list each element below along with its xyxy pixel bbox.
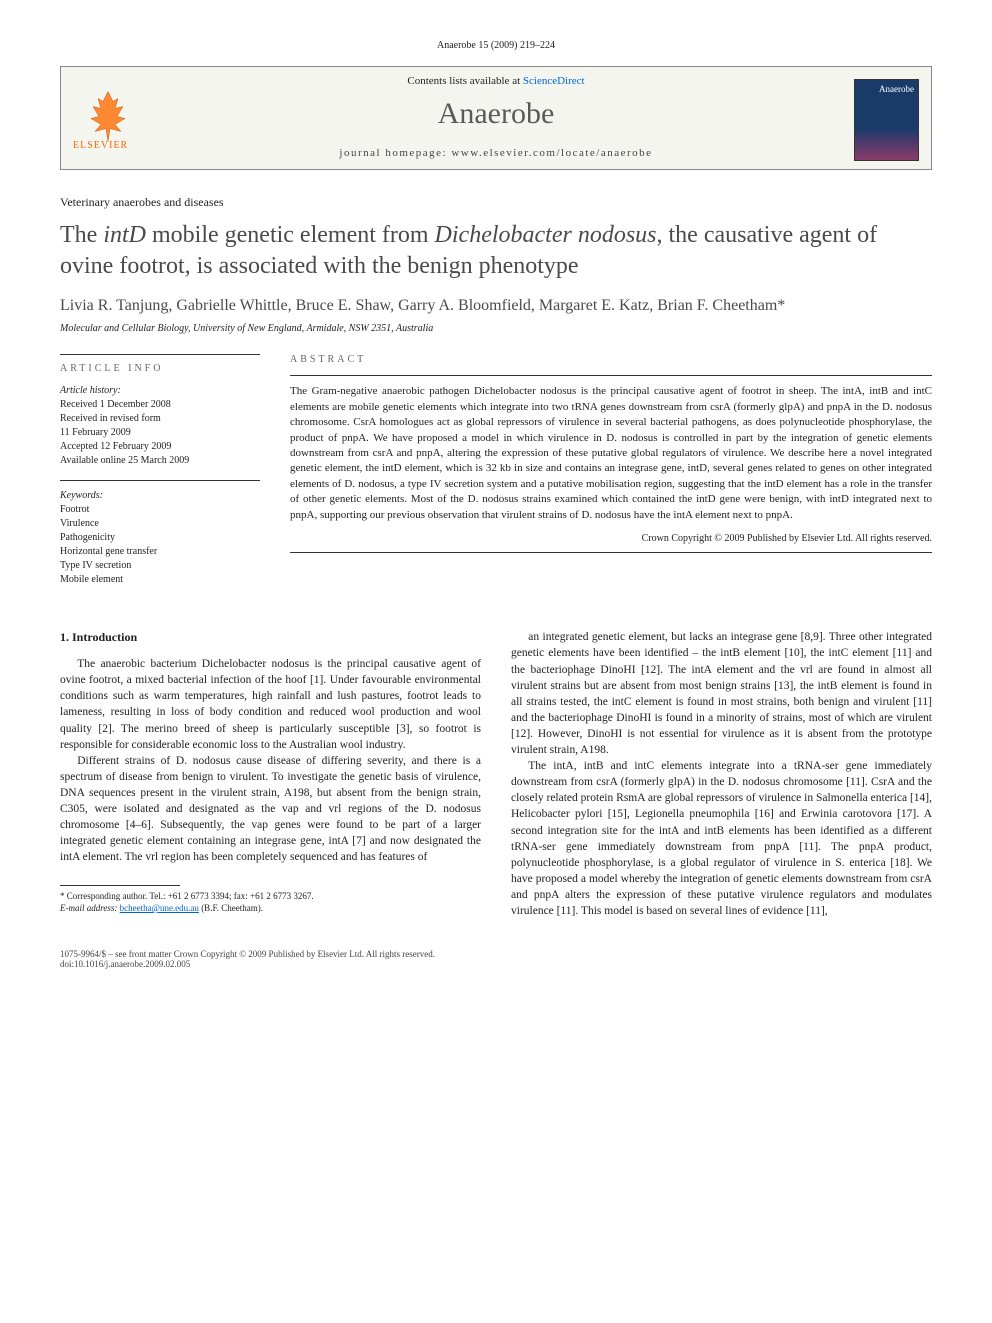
sciencedirect-link[interactable]: ScienceDirect (523, 75, 585, 87)
title-part-1: The (60, 222, 103, 248)
article-title: The intD mobile genetic element from Dic… (60, 220, 932, 282)
corresponding-author-footnote: * Corresponding author. Tel.: +61 2 6773… (60, 891, 481, 914)
revised-label: Received in revised form (60, 412, 260, 426)
email-suffix: (B.F. Cheetham). (199, 903, 263, 913)
title-part-2: mobile genetic element from (146, 222, 435, 248)
article-history: Article history: Received 1 December 200… (60, 384, 260, 468)
journal-homepage: journal homepage: www.elsevier.com/locat… (61, 141, 931, 169)
keyword: Type IV secretion (60, 559, 260, 573)
affiliation: Molecular and Cellular Biology, Universi… (60, 323, 932, 334)
info-abstract-row: ARTICLE INFO Article history: Received 1… (60, 354, 932, 599)
keyword: Footrot (60, 503, 260, 517)
email-label: E-mail address: (60, 903, 120, 913)
article-info-label: ARTICLE INFO (60, 354, 260, 374)
abstract-text: The Gram-negative anaerobic pathogen Dic… (290, 375, 932, 523)
footer-copyright: 1075-9964/$ – see front matter Crown Cop… (60, 949, 932, 959)
keywords-label: Keywords: (60, 489, 260, 503)
revised-date: 11 February 2009 (60, 426, 260, 440)
keywords-block: Keywords: Footrot Virulence Pathogenicit… (60, 489, 260, 587)
online-date: Available online 25 March 2009 (60, 454, 260, 468)
corr-author-line: * Corresponding author. Tel.: +61 2 6773… (60, 891, 481, 903)
accepted-date: Accepted 12 February 2009 (60, 440, 260, 454)
contents-prefix: Contents lists available at (407, 75, 522, 87)
body-paragraph: Different strains of D. nodosus cause di… (60, 753, 481, 866)
title-italic-1: intD (103, 222, 146, 248)
journal-header-box: ELSEVIER Anaerobe Contents lists availab… (60, 66, 932, 170)
body-paragraph: The intA, intB and intC elements integra… (511, 758, 932, 919)
info-divider (60, 480, 260, 481)
contents-line: Contents lists available at ScienceDirec… (61, 67, 931, 91)
keyword: Pathogenicity (60, 531, 260, 545)
article-info-column: ARTICLE INFO Article history: Received 1… (60, 354, 260, 599)
email-link[interactable]: bcheetha@une.edu.au (120, 903, 199, 913)
elsevier-name: ELSEVIER (73, 140, 128, 151)
running-head: Anaerobe 15 (2009) 219–224 (60, 40, 932, 51)
footer-doi: doi:10.1016/j.anaerobe.2009.02.005 (60, 959, 932, 969)
body-paragraph: an integrated genetic element, but lacks… (511, 629, 932, 758)
keyword: Mobile element (60, 573, 260, 587)
keyword: Virulence (60, 517, 260, 531)
body-text: 1. Introduction The anaerobic bacterium … (60, 629, 932, 919)
section-heading-introduction: 1. Introduction (60, 629, 481, 646)
cover-title: Anaerobe (879, 84, 914, 94)
abstract-divider (290, 552, 932, 553)
received-date: Received 1 December 2008 (60, 398, 260, 412)
footnote-separator (60, 885, 180, 886)
journal-cover-thumbnail: Anaerobe (854, 79, 919, 161)
journal-name: Anaerobe (61, 91, 931, 141)
keyword: Horizontal gene transfer (60, 545, 260, 559)
title-italic-2: Dichelobacter nodosus (435, 222, 657, 248)
abstract-label: ABSTRACT (290, 354, 932, 365)
abstract-column: ABSTRACT The Gram-negative anaerobic pat… (290, 354, 932, 599)
authors-list: Livia R. Tanjung, Gabrielle Whittle, Bru… (60, 297, 932, 315)
page-footer: 1075-9964/$ – see front matter Crown Cop… (60, 949, 932, 969)
email-line: E-mail address: bcheetha@une.edu.au (B.F… (60, 903, 481, 915)
article-type: Veterinary anaerobes and diseases (60, 195, 932, 210)
body-paragraph: The anaerobic bacterium Dichelobacter no… (60, 656, 481, 753)
abstract-copyright: Crown Copyright © 2009 Published by Else… (290, 533, 932, 544)
history-label: Article history: (60, 384, 260, 398)
